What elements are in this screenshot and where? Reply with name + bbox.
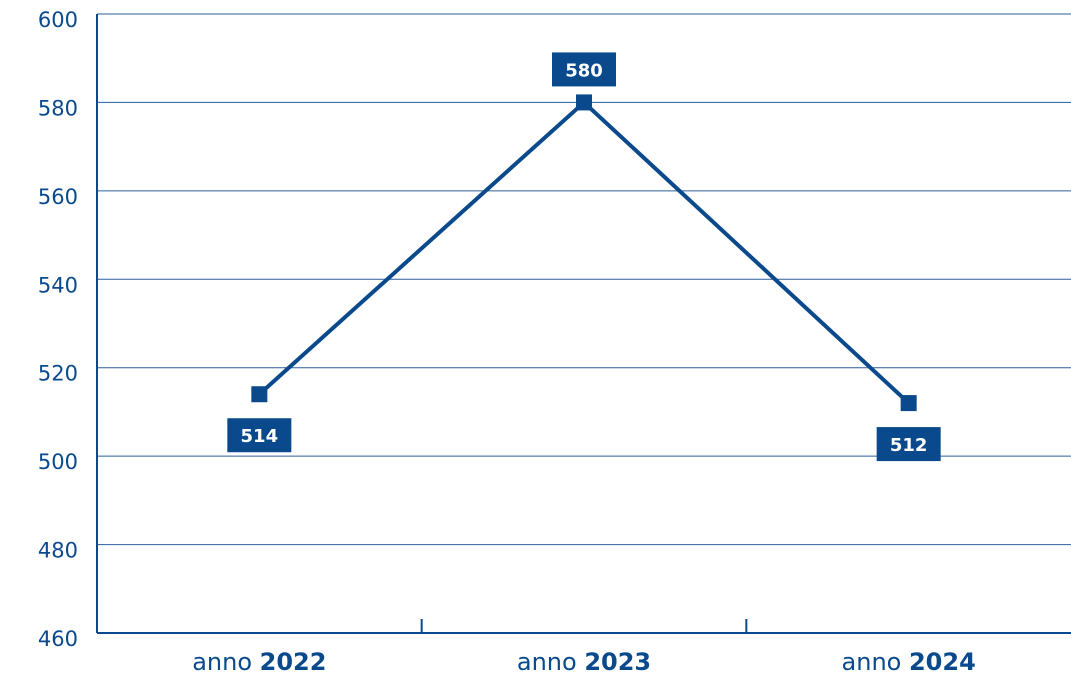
y-tick-label: 520 xyxy=(38,362,78,386)
data-label: 514 xyxy=(227,418,292,453)
y-tick-label: 580 xyxy=(38,96,78,120)
data-points xyxy=(251,94,917,412)
x-axis-ticks xyxy=(420,619,748,633)
data-label: 580 xyxy=(552,52,616,87)
x-tick-label: anno 2022 xyxy=(192,648,326,676)
data-label-text: 580 xyxy=(565,60,603,81)
y-tick-label: 600 xyxy=(38,8,78,32)
data-label-box xyxy=(552,52,616,87)
data-point xyxy=(576,94,592,111)
data-label-box xyxy=(876,427,941,462)
x-tick-label: anno 2024 xyxy=(842,648,976,676)
data-labels: 514 580 512 xyxy=(227,52,941,462)
data-label-text: 512 xyxy=(890,435,928,456)
y-tick-label: 560 xyxy=(38,185,78,209)
grid-lines xyxy=(97,13,1071,546)
y-axis-ticks: 460 480 500 520 540 560 580 600 xyxy=(38,8,78,651)
y-tick-label: 460 xyxy=(38,627,78,651)
x-axis-labels: anno 2022 anno 2023 anno 2024 xyxy=(192,648,976,676)
y-tick-label: 540 xyxy=(38,273,78,297)
data-label: 512 xyxy=(876,427,941,462)
series-line xyxy=(257,99,911,405)
data-point xyxy=(251,386,268,403)
data-point xyxy=(900,395,917,412)
data-label-text: 514 xyxy=(241,426,279,447)
x-tick-label: anno 2023 xyxy=(517,648,651,676)
y-tick-label: 500 xyxy=(38,450,78,474)
data-label-box xyxy=(227,418,292,453)
y-tick-label: 480 xyxy=(38,539,78,563)
